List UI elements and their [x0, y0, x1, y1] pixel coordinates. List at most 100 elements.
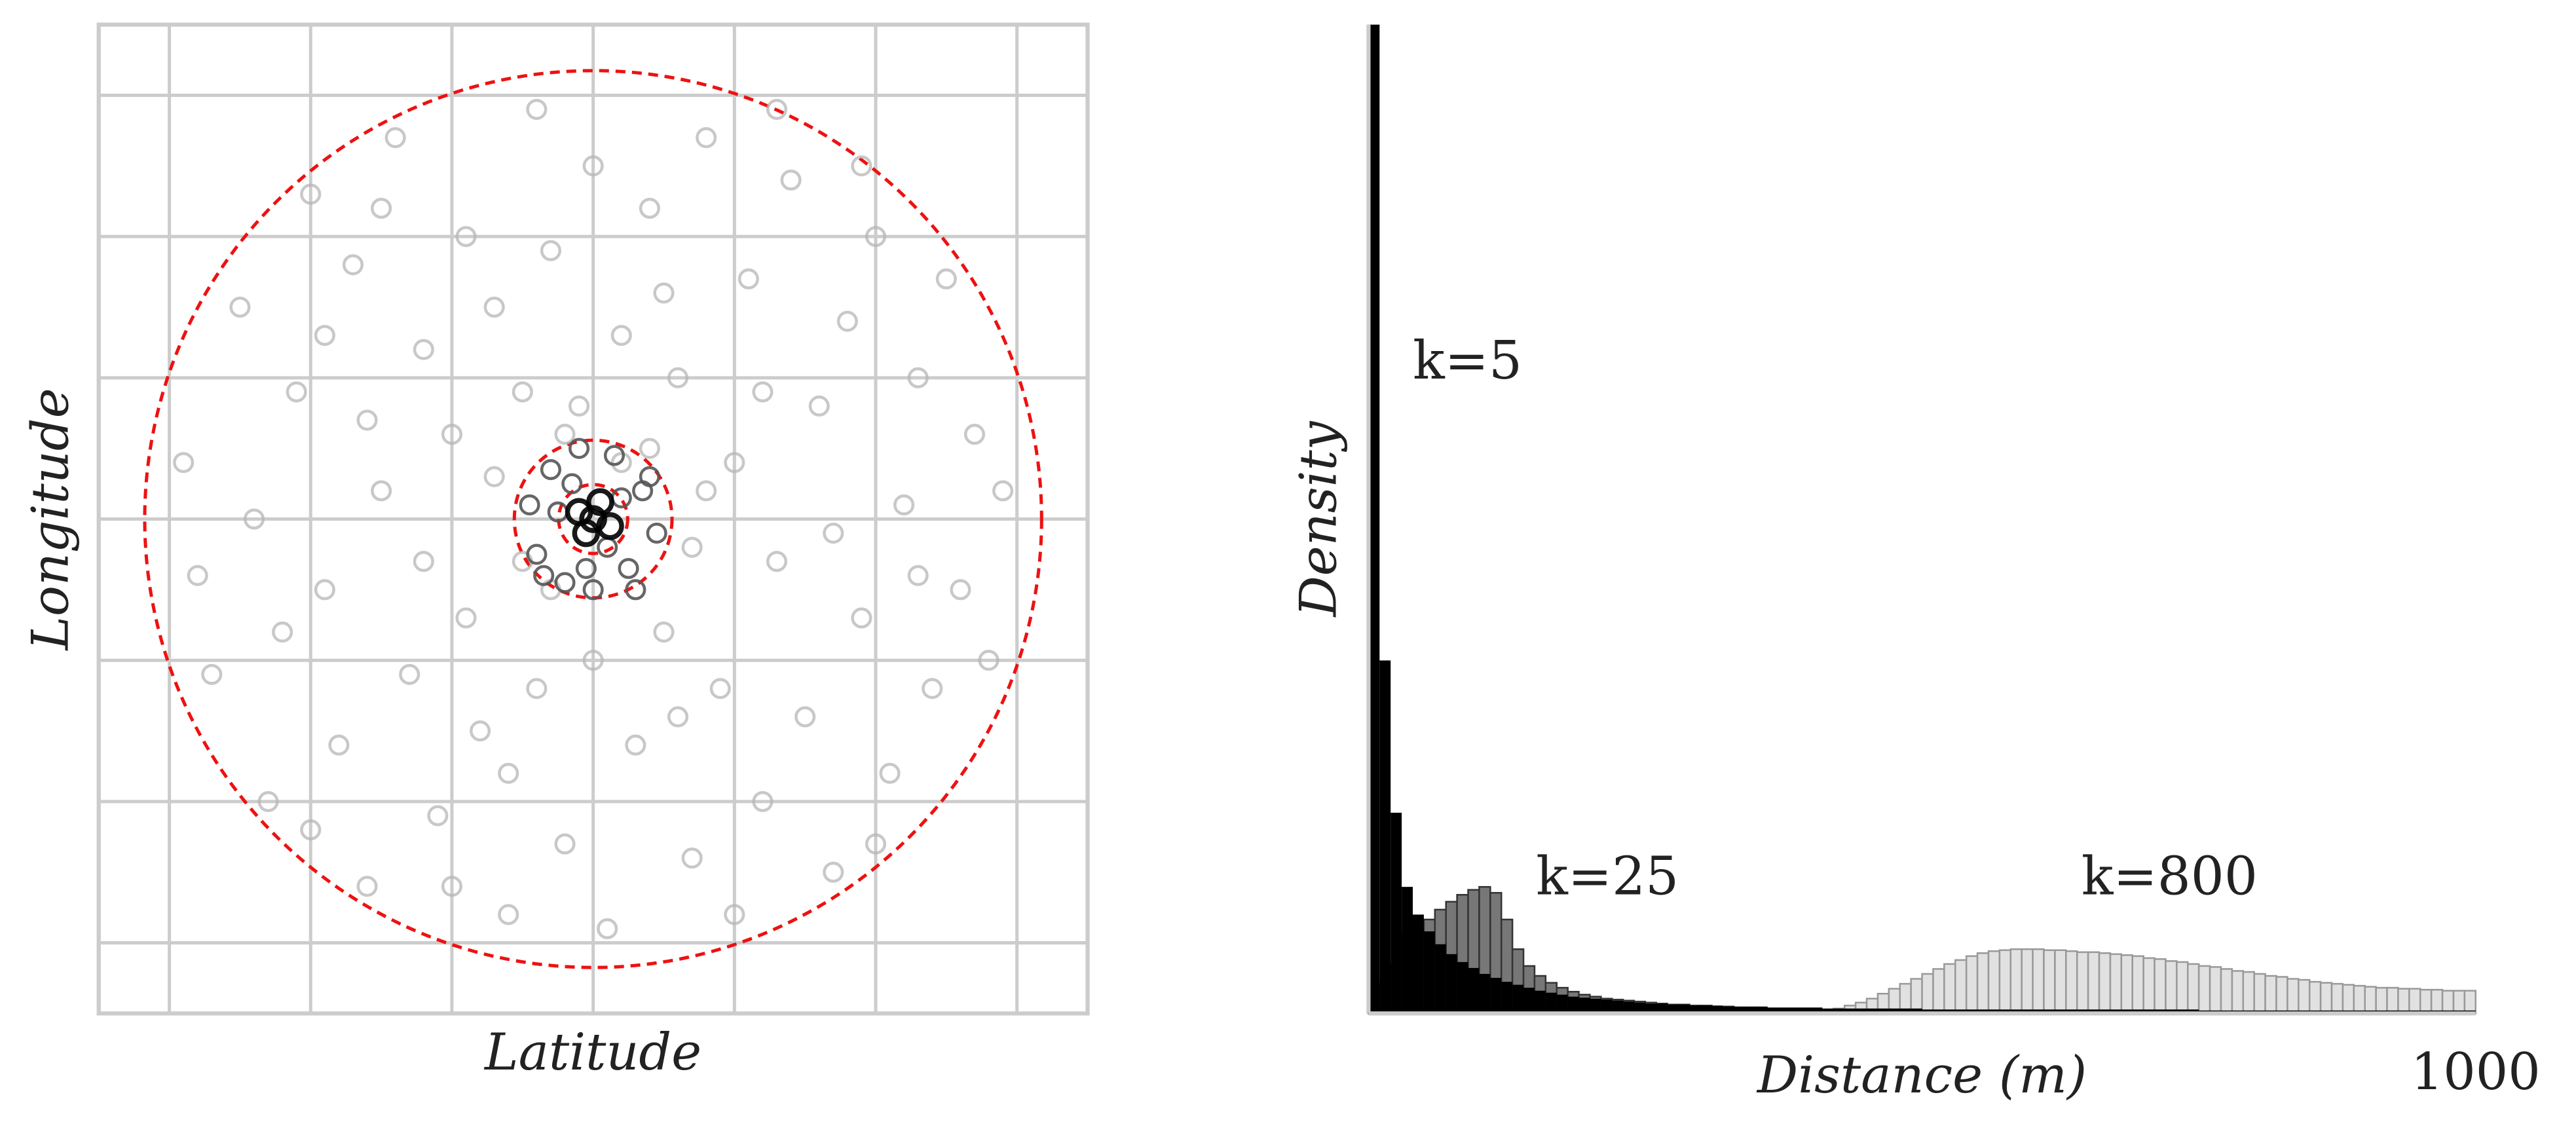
x-tick-label: 1000: [2411, 1043, 2541, 1102]
point: [328, 734, 350, 756]
point: [314, 579, 335, 601]
point: [582, 650, 604, 671]
hist-bar: [1391, 812, 1402, 1014]
hist-bar: [1965, 955, 1979, 1014]
hist-bar: [1645, 1003, 1656, 1014]
point: [300, 819, 322, 841]
point: [533, 565, 555, 586]
point: [978, 650, 999, 671]
hist-bar: [2021, 948, 2034, 1014]
point: [766, 551, 788, 572]
point: [455, 226, 477, 248]
point: [519, 494, 540, 515]
point: [597, 918, 618, 940]
hist-bar: [2154, 958, 2167, 1014]
hist-bar: [1612, 1000, 1624, 1014]
hist-bar: [1556, 994, 1568, 1014]
point: [526, 544, 548, 565]
hist-bar: [1932, 968, 1945, 1014]
hist-bar: [1413, 914, 1424, 1014]
hist-bar: [1446, 954, 1457, 1014]
hist-bar: [2441, 990, 2455, 1014]
hist-bar: [1523, 988, 1535, 1014]
hist-bar: [1590, 998, 1601, 1014]
hist-bar: [1745, 1006, 1757, 1014]
hist-bar: [1943, 963, 1956, 1014]
point: [356, 409, 378, 431]
hist-bar: [2419, 988, 2433, 1014]
hist-bar: [2408, 988, 2421, 1014]
point: [540, 240, 561, 261]
hist-bar: [2009, 948, 2023, 1014]
hist-bar: [1800, 1007, 1812, 1014]
point: [572, 519, 601, 548]
point: [653, 622, 675, 643]
hist-bar: [2242, 971, 2255, 1014]
hist-bar: [2452, 990, 2466, 1014]
point: [851, 607, 872, 629]
point: [618, 557, 639, 580]
hist-bar: [2330, 982, 2344, 1014]
point: [483, 466, 505, 487]
hist-bar: [2165, 960, 2178, 1014]
point: [681, 536, 703, 558]
point: [893, 494, 915, 515]
point: [272, 622, 293, 643]
hist-bar: [2231, 970, 2245, 1014]
annotation: k=5: [1413, 330, 1522, 391]
point: [625, 734, 646, 756]
point: [582, 579, 604, 601]
point: [579, 505, 607, 533]
hist-bar: [2275, 976, 2288, 1014]
hist-bar: [1910, 978, 1923, 1014]
hist-bar: [2032, 948, 2045, 1014]
hist-bar: [2298, 978, 2311, 1014]
point: [229, 296, 251, 318]
hist-bar: [1844, 1008, 1856, 1014]
hist-bar: [1877, 1008, 1889, 1014]
hist-bar: [2087, 951, 2100, 1014]
point: [865, 833, 887, 855]
point: [709, 678, 731, 699]
point: [935, 268, 957, 289]
point: [737, 268, 759, 289]
hist-bar: [1856, 1008, 1867, 1014]
hist-bar: [2308, 980, 2322, 1014]
hist-bar: [2364, 986, 2377, 1014]
hist-bar: [1678, 1004, 1690, 1014]
point: [586, 488, 614, 516]
point: [823, 523, 844, 544]
hist-bar: [2430, 988, 2444, 1014]
x-axis-label: Distance (m): [1756, 1046, 2087, 1105]
point: [512, 381, 533, 403]
point: [371, 480, 392, 502]
point: [646, 523, 667, 544]
hist-bar: [1921, 973, 1934, 1014]
point: [879, 762, 901, 784]
point: [554, 572, 576, 593]
radius-ring: [143, 69, 1043, 969]
hist-bar: [1534, 990, 1546, 1014]
hist-bar: [1457, 961, 1468, 1014]
hist-bar: [1998, 949, 2012, 1014]
point: [639, 437, 660, 459]
point: [681, 847, 703, 869]
hist-bar: [1434, 944, 1446, 1014]
point: [441, 876, 462, 897]
hist-bar: [1656, 1003, 1668, 1014]
point: [836, 310, 858, 332]
point: [907, 367, 929, 388]
point: [569, 395, 590, 417]
point: [596, 512, 624, 540]
hist-bar: [1954, 959, 1968, 1014]
hist-bar: [1490, 978, 1502, 1014]
hist-bar: [1567, 996, 1579, 1014]
hist-bar: [2109, 953, 2123, 1014]
hist-bar: [1899, 1008, 1911, 1014]
point: [561, 473, 583, 494]
point: [667, 367, 689, 388]
point: [865, 226, 887, 248]
hist-bar: [2353, 984, 2366, 1014]
hist-bar: [1601, 999, 1613, 1014]
point: [752, 791, 774, 812]
